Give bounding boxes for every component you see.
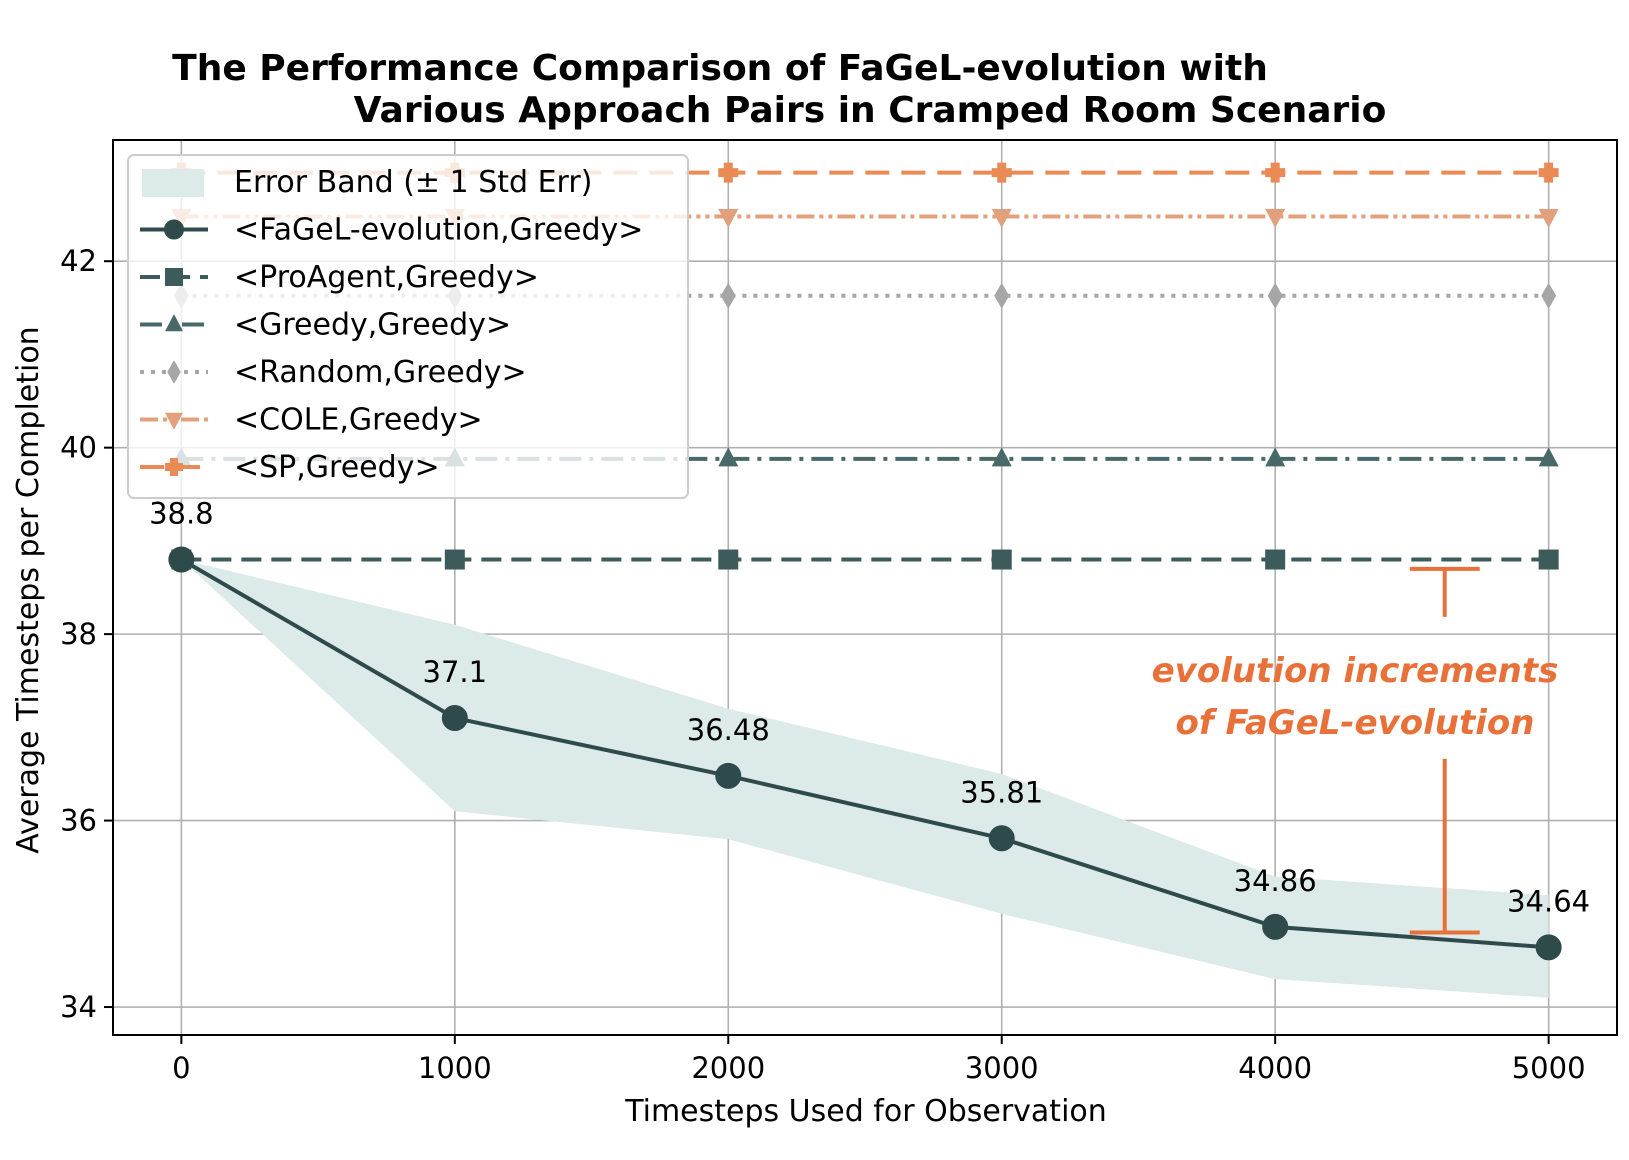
series-0-point-2 bbox=[715, 762, 742, 789]
series-1-point-5 bbox=[1538, 549, 1559, 570]
axes-frame-layer bbox=[104, 139, 1618, 1044]
data-label-3: 35.81 bbox=[960, 775, 1043, 809]
y-tick-label-34: 34 bbox=[60, 990, 97, 1024]
tick-label-layer: 0 1000 2000 3000 4000 5000 34 36 38 40 42 bbox=[60, 244, 1585, 1085]
y-tick-label-38: 38 bbox=[60, 617, 97, 651]
y-axis-label: Average Timesteps per Completion bbox=[11, 326, 46, 853]
x-tick-label-3000: 3000 bbox=[965, 1051, 1039, 1085]
legend-label-2: <Greedy,Greedy> bbox=[234, 308, 511, 343]
legend: Error Band (± 1 Std Err) <FaGeL-evolution… bbox=[127, 154, 689, 499]
error-band-layer bbox=[181, 559, 1549, 998]
y-tick-label-36: 36 bbox=[60, 804, 97, 838]
data-label-2: 36.48 bbox=[687, 713, 770, 747]
series-1-point-2 bbox=[718, 549, 739, 570]
annotation-text-line-2: of FaGeL-evolution bbox=[1176, 703, 1535, 743]
legend-marker-0 bbox=[164, 219, 184, 240]
series-3-point-3 bbox=[994, 282, 1010, 309]
y-tick-label-42: 42 bbox=[60, 244, 97, 278]
series-1-point-4 bbox=[1265, 549, 1286, 570]
series-0-point-3 bbox=[988, 825, 1015, 852]
annotation-text-line-1: evolution increments bbox=[1152, 651, 1559, 691]
legend-marker-1 bbox=[165, 268, 183, 286]
series-line-0 bbox=[180, 557, 1549, 950]
legend-label-4: <COLE,Greedy> bbox=[234, 403, 483, 438]
series-layer bbox=[168, 162, 1562, 961]
series-0-point-0 bbox=[168, 546, 195, 573]
series-0 bbox=[168, 546, 1562, 961]
error-band bbox=[181, 559, 1549, 998]
legend-swatch-error-band bbox=[142, 169, 204, 197]
plot-frame bbox=[112, 139, 1618, 1036]
series-2-point-2 bbox=[718, 447, 739, 467]
legend-label-5: <SP,Greedy> bbox=[234, 450, 440, 485]
series-0-point-5 bbox=[1535, 934, 1562, 961]
series-1-point-3 bbox=[991, 549, 1012, 570]
legend-label-3: <Random,Greedy> bbox=[234, 355, 527, 390]
data-label-5: 34.64 bbox=[1507, 884, 1590, 918]
x-tick-label-0: 0 bbox=[172, 1051, 190, 1085]
series-3-point-2 bbox=[720, 282, 736, 309]
series-4-point-2 bbox=[718, 208, 739, 228]
x-tick-label-4000: 4000 bbox=[1238, 1051, 1312, 1085]
legend-label-0: <FaGeL-evolution,Greedy> bbox=[234, 213, 643, 248]
x-tick-label-1000: 1000 bbox=[418, 1051, 492, 1085]
legend-marker-5 bbox=[165, 458, 183, 476]
annotation-layer: evolution increments of FaGeL-evolution bbox=[1152, 566, 1559, 935]
legend-box bbox=[127, 154, 689, 499]
series-2-point-5 bbox=[1538, 447, 1559, 467]
series-5-point-3 bbox=[991, 162, 1012, 183]
legend-marker-2 bbox=[165, 314, 183, 332]
data-label-layer: 38.8 37.1 36.48 35.81 34.86 34.64 bbox=[149, 497, 1590, 919]
data-label-0: 38.8 bbox=[149, 497, 214, 531]
legend-marker-4 bbox=[165, 412, 183, 430]
series-2-point-4 bbox=[1265, 447, 1286, 467]
series-0-point-1 bbox=[441, 705, 468, 732]
legend-label-error-band: Error Band (± 1 Std Err) bbox=[234, 165, 592, 200]
series-4-point-5 bbox=[1538, 208, 1559, 228]
series-3-point-5 bbox=[1541, 282, 1557, 309]
data-label-1: 37.1 bbox=[423, 655, 488, 689]
chart-title-line-2: Various Approach Pairs in Cramped Room S… bbox=[354, 90, 1387, 131]
series-4-point-4 bbox=[1265, 208, 1286, 228]
x-tick-label-2000: 2000 bbox=[691, 1051, 765, 1085]
chart-title-line-1: The Performance Comparison of FaGeL-evol… bbox=[172, 48, 1268, 89]
series-4-point-3 bbox=[991, 208, 1012, 228]
series-0-point-4 bbox=[1262, 913, 1289, 940]
series-5-point-5 bbox=[1538, 162, 1559, 183]
series-5-point-2 bbox=[718, 162, 739, 183]
data-label-4: 34.86 bbox=[1234, 864, 1317, 898]
series-1 bbox=[171, 549, 1559, 570]
legend-marker-3 bbox=[167, 360, 181, 384]
series-2-point-3 bbox=[991, 447, 1012, 467]
series-3-point-4 bbox=[1267, 282, 1283, 309]
x-tick-label-5000: 5000 bbox=[1512, 1051, 1586, 1085]
y-tick-label-40: 40 bbox=[60, 431, 97, 465]
legend-label-1: <ProAgent,Greedy> bbox=[234, 260, 539, 295]
x-axis-label: Timesteps Used for Observation bbox=[624, 1094, 1107, 1129]
series-1-point-1 bbox=[444, 549, 465, 570]
series-5-point-4 bbox=[1265, 162, 1286, 183]
